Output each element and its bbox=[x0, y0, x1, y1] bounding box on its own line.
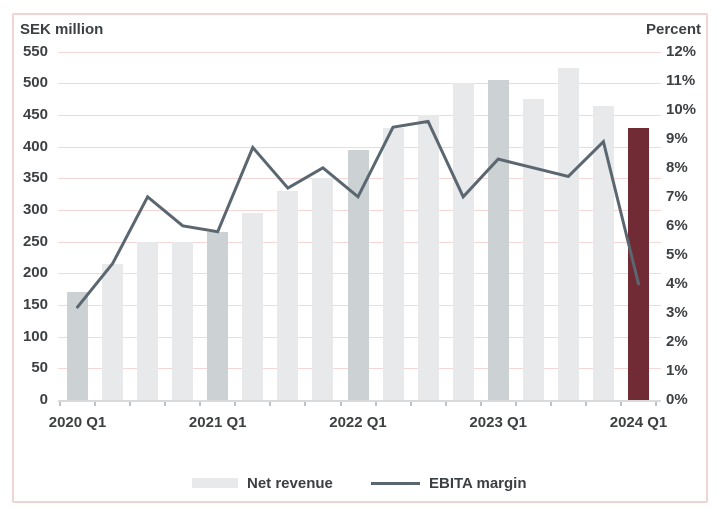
x-axis-tick bbox=[584, 402, 587, 406]
left-axis-tick-label: 350 bbox=[22, 169, 48, 187]
x-axis-tick bbox=[304, 402, 307, 406]
x-axis-tick bbox=[164, 402, 167, 406]
gridline bbox=[58, 115, 661, 116]
right-axis-tick-label: 10% bbox=[666, 100, 697, 118]
x-axis-label: 2021 Q1 bbox=[188, 414, 247, 431]
net-revenue-bar bbox=[172, 241, 194, 400]
x-axis-tick bbox=[234, 402, 237, 406]
chart-border bbox=[12, 13, 708, 503]
x-axis-label: 2023 Q1 bbox=[469, 414, 527, 431]
legend-label-ebita-margin: EBITA margin bbox=[429, 474, 527, 492]
right-axis-tick-label: 8% bbox=[666, 158, 688, 176]
left-axis-tick-label: 50 bbox=[31, 359, 48, 377]
x-axis-tick bbox=[59, 402, 61, 406]
x-axis-tick bbox=[94, 402, 96, 406]
x-axis-line bbox=[58, 400, 661, 402]
left-axis-tick-label: 400 bbox=[22, 137, 48, 155]
gridline bbox=[58, 83, 661, 85]
net-revenue-bar bbox=[452, 83, 474, 400]
x-axis-tick bbox=[409, 402, 412, 406]
net-revenue-bar bbox=[557, 67, 579, 400]
left-axis-title: SEK million bbox=[20, 21, 104, 38]
right-axis-tick-label: 12% bbox=[666, 42, 697, 60]
left-axis-tick-label: 200 bbox=[22, 264, 48, 282]
x-axis-tick bbox=[619, 402, 622, 406]
right-axis-tick-label: 3% bbox=[666, 303, 688, 321]
x-axis-tick bbox=[269, 402, 272, 406]
net-revenue-bar bbox=[312, 178, 334, 400]
left-axis-tick-label: 450 bbox=[22, 106, 48, 123]
net-revenue-swatch bbox=[192, 478, 238, 488]
net-revenue-bar bbox=[242, 213, 264, 400]
net-revenue-bar bbox=[592, 105, 614, 400]
right-axis-tick-label: 6% bbox=[666, 216, 688, 234]
left-axis-tick-label: 0 bbox=[39, 391, 48, 408]
gridline bbox=[58, 51, 661, 53]
net-revenue-bar bbox=[347, 149, 369, 400]
net-revenue-bar-highlighted bbox=[628, 127, 649, 400]
net-revenue-bar bbox=[522, 99, 544, 400]
legend-label-net-revenue: Net revenue bbox=[247, 474, 333, 492]
net-revenue-bar bbox=[382, 127, 404, 400]
right-axis-tick-label: 9% bbox=[666, 129, 688, 147]
legend-item-ebita-margin: EBITA margin bbox=[371, 473, 527, 493]
x-axis-tick bbox=[374, 402, 377, 406]
right-axis-tick-label: 0% bbox=[666, 391, 688, 408]
right-axis-tick-label: 4% bbox=[666, 274, 688, 292]
net-revenue-bar bbox=[417, 115, 439, 400]
left-axis-tick-label: 500 bbox=[22, 74, 48, 92]
right-axis-tick-label: 7% bbox=[666, 187, 688, 205]
x-axis-label: 2020 Q1 bbox=[48, 414, 107, 431]
net-revenue-bar bbox=[67, 292, 88, 400]
x-axis-tick bbox=[655, 402, 657, 406]
left-axis-tick-label: 100 bbox=[22, 327, 48, 345]
net-revenue-bar bbox=[102, 263, 124, 400]
right-axis-tick-label: 11% bbox=[666, 71, 696, 89]
right-axis-tick-label: 5% bbox=[666, 245, 688, 263]
x-axis-tick bbox=[339, 402, 342, 406]
x-axis-tick bbox=[514, 402, 517, 406]
x-axis-tick bbox=[199, 402, 202, 406]
x-axis-label: 2024 Q1 bbox=[609, 414, 668, 431]
x-axis-tick bbox=[549, 402, 552, 406]
x-axis-tick bbox=[479, 402, 482, 406]
left-axis-tick-label: 150 bbox=[22, 296, 48, 313]
right-axis-title: Percent bbox=[645, 21, 701, 38]
right-axis-tick-label: 2% bbox=[666, 332, 688, 350]
x-axis-tick bbox=[129, 402, 132, 406]
x-axis-tick bbox=[444, 402, 447, 406]
net-revenue-bar bbox=[207, 232, 229, 400]
x-axis-label: 2022 Q1 bbox=[329, 414, 387, 431]
ebita-margin-swatch bbox=[371, 481, 420, 485]
legend-item-net-revenue: Net revenue bbox=[192, 473, 333, 493]
net-revenue-bar bbox=[137, 241, 159, 400]
net-revenue-bar bbox=[277, 191, 299, 400]
left-axis-tick-label: 250 bbox=[22, 232, 48, 250]
left-axis-tick-label: 550 bbox=[22, 42, 48, 60]
net-revenue-bar bbox=[487, 80, 509, 400]
left-axis-tick-label: 300 bbox=[22, 201, 48, 218]
right-axis-tick-label: 1% bbox=[666, 362, 688, 379]
